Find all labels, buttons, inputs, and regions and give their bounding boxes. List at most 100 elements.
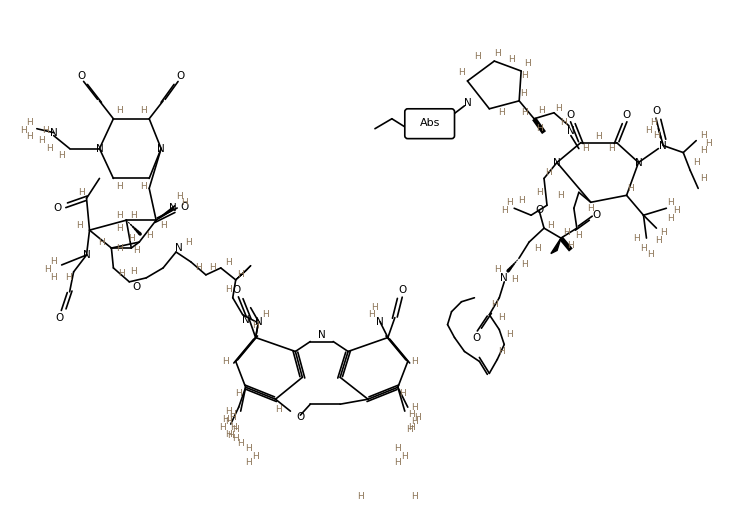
Text: H: H [556, 104, 562, 114]
FancyBboxPatch shape [405, 109, 454, 138]
Text: H: H [508, 54, 515, 64]
Polygon shape [551, 238, 561, 253]
Text: H: H [180, 198, 188, 207]
Text: N: N [567, 126, 575, 136]
Text: H: H [116, 223, 122, 233]
Text: H: H [545, 168, 553, 177]
Text: H: H [700, 146, 707, 155]
Text: O: O [567, 110, 575, 120]
Text: H: H [520, 261, 528, 269]
Text: H: H [414, 413, 421, 421]
Text: H: H [51, 258, 57, 266]
Text: H: H [660, 228, 667, 237]
Text: H: H [704, 139, 712, 148]
Text: H: H [372, 303, 378, 312]
Text: O: O [622, 110, 630, 120]
Text: H: H [116, 243, 122, 252]
Text: H: H [511, 275, 517, 285]
Text: H: H [408, 422, 415, 432]
Text: H: H [128, 234, 135, 243]
Text: H: H [650, 118, 657, 127]
Text: H: H [700, 174, 707, 183]
Text: H: H [146, 231, 152, 240]
Text: H: H [227, 431, 234, 439]
Text: O: O [56, 313, 64, 323]
Text: H: H [262, 310, 269, 319]
Text: H: H [408, 410, 415, 418]
Text: N: N [50, 128, 58, 137]
Text: H: H [498, 108, 504, 117]
Text: H: H [561, 118, 567, 127]
Text: H: H [474, 51, 481, 61]
Text: H: H [51, 273, 57, 282]
Text: H: H [65, 273, 72, 282]
Text: H: H [369, 310, 375, 319]
Text: H: H [520, 108, 528, 117]
Text: H: H [411, 357, 418, 366]
Text: H: H [411, 416, 418, 426]
Text: N: N [376, 317, 384, 327]
Text: O: O [232, 285, 241, 295]
Text: H: H [394, 459, 401, 467]
Text: H: H [524, 59, 531, 68]
Text: N: N [318, 329, 326, 340]
Text: H: H [587, 204, 594, 213]
Text: H: H [76, 221, 83, 230]
Text: H: H [506, 198, 512, 207]
Text: H: H [225, 416, 232, 426]
Text: H: H [98, 238, 105, 246]
Text: H: H [222, 415, 229, 423]
Text: H: H [406, 425, 413, 434]
Text: H: H [229, 413, 236, 421]
Text: H: H [116, 182, 122, 191]
Text: O: O [652, 106, 660, 116]
Text: H: H [196, 264, 202, 272]
Text: H: H [246, 459, 252, 467]
Text: H: H [411, 403, 418, 412]
Text: H: H [232, 425, 239, 434]
Text: N: N [463, 98, 471, 108]
Text: H: H [653, 131, 660, 140]
Text: N: N [83, 250, 90, 260]
Text: O: O [176, 71, 184, 81]
Text: H: H [45, 265, 51, 274]
Text: H: H [491, 300, 498, 309]
Text: O: O [78, 71, 86, 81]
Text: H: H [38, 136, 45, 145]
Text: H: H [534, 243, 540, 252]
Text: H: H [640, 243, 647, 252]
Text: H: H [116, 106, 122, 116]
Text: H: H [667, 198, 674, 207]
Text: H: H [647, 250, 654, 260]
Text: H: H [567, 241, 574, 249]
Text: O: O [296, 412, 304, 422]
Text: H: H [411, 492, 418, 501]
Text: N: N [169, 203, 177, 213]
Text: H: H [59, 151, 65, 160]
Text: O: O [54, 203, 62, 213]
Text: H: H [140, 106, 147, 116]
Text: H: H [627, 184, 634, 193]
Text: H: H [536, 124, 542, 133]
Text: H: H [494, 48, 501, 58]
Text: N: N [553, 157, 561, 167]
Text: H: H [133, 245, 140, 254]
Text: H: H [520, 71, 528, 80]
Text: O: O [592, 210, 601, 220]
Text: H: H [229, 410, 236, 418]
Text: H: H [458, 69, 465, 77]
Text: H: H [252, 453, 259, 461]
Text: H: H [185, 238, 192, 246]
Text: H: H [176, 192, 183, 201]
Text: H: H [43, 126, 49, 135]
Text: O: O [399, 285, 407, 295]
Text: H: H [633, 234, 640, 243]
Text: H: H [402, 453, 408, 461]
Text: O: O [535, 205, 543, 215]
Text: H: H [558, 191, 564, 200]
Text: H: H [46, 144, 53, 153]
Polygon shape [236, 265, 251, 280]
Text: H: H [538, 106, 545, 116]
Text: H: H [564, 228, 570, 237]
Text: H: H [230, 422, 237, 432]
